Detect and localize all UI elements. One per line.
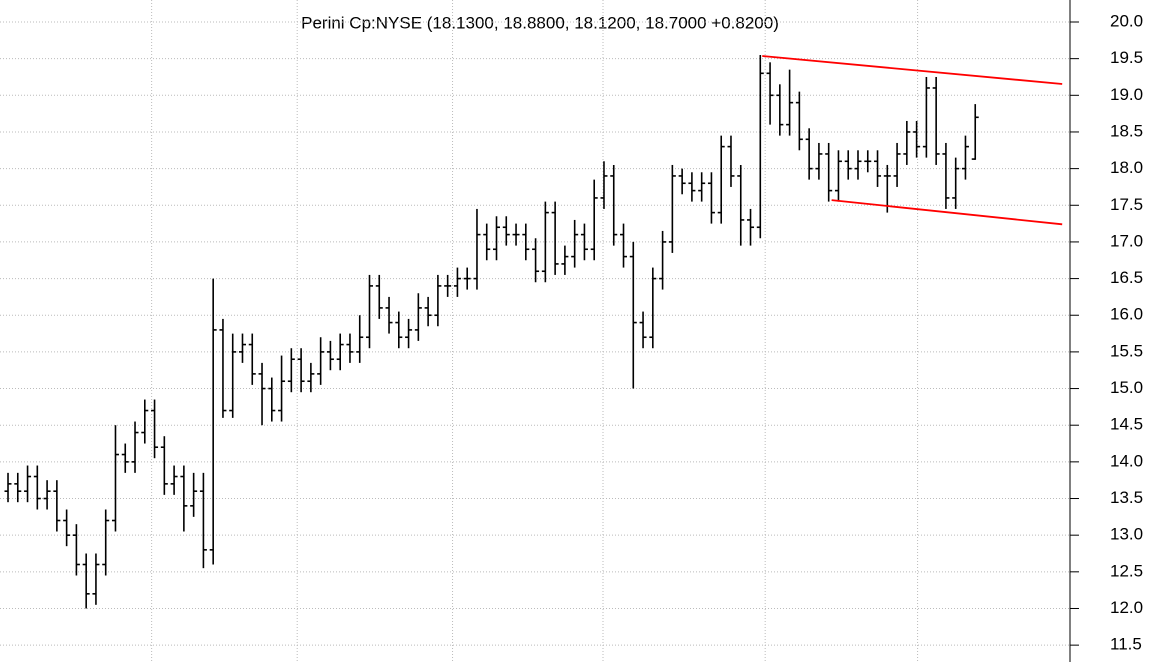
trend-line <box>831 199 1063 226</box>
y-tick-label: 15.5 <box>1110 341 1143 360</box>
y-tick-label: 14.5 <box>1110 415 1143 434</box>
y-tick-label: 12.0 <box>1110 598 1143 617</box>
y-tick-label: 19.5 <box>1110 48 1143 67</box>
y-tick-label: 12.5 <box>1110 561 1143 580</box>
y-tick-label: 13.0 <box>1110 525 1143 544</box>
y-tick-label: 13.5 <box>1110 488 1143 507</box>
y-tick-label: 15.0 <box>1110 378 1143 397</box>
y-tick-label: 14.0 <box>1110 451 1143 470</box>
trend-line <box>762 55 1063 85</box>
y-tick-label: 20.0 <box>1110 11 1143 30</box>
y-tick-label: 16.5 <box>1110 268 1143 287</box>
y-tick-label: 17.0 <box>1110 231 1143 250</box>
y-tick-label: 19.0 <box>1110 85 1143 104</box>
y-tick-label: 18.0 <box>1110 158 1143 177</box>
y-tick-label: 18.5 <box>1110 121 1143 140</box>
chart-subtitle: Perini Cp:NYSE (18.1300, 18.8800, 18.120… <box>301 13 779 32</box>
y-tick-label: 16.0 <box>1110 305 1143 324</box>
y-tick-label: 17.5 <box>1110 195 1143 214</box>
y-tick-label: 11.5 <box>1110 635 1142 654</box>
